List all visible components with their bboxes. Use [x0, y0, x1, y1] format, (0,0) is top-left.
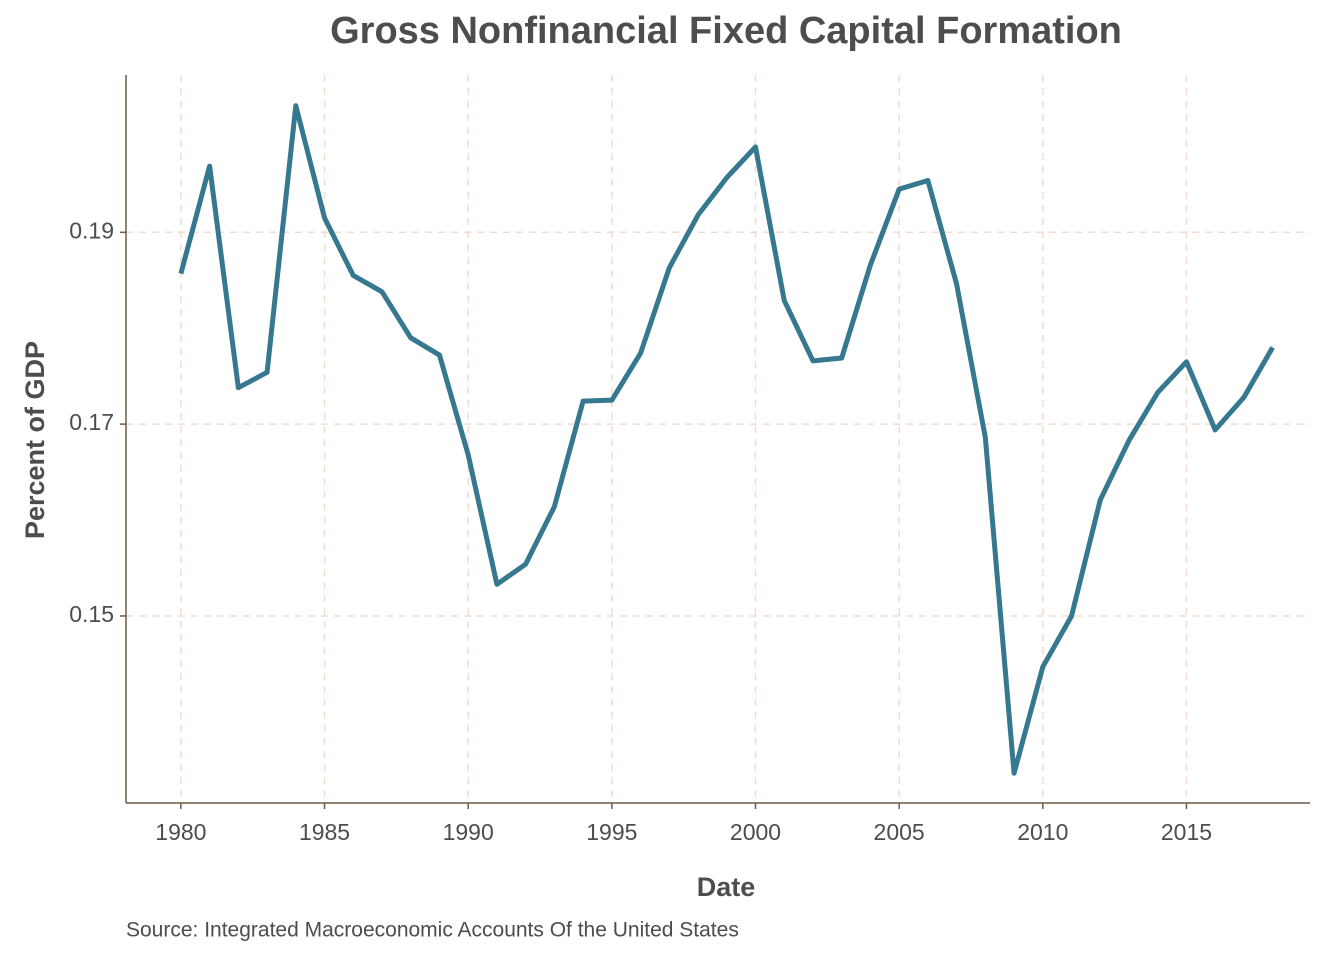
- x-axis-label: Date: [697, 872, 756, 902]
- x-tick-label: 2015: [1161, 819, 1212, 845]
- y-tick-label: 0.15: [69, 601, 114, 627]
- chart-title: Gross Nonfinancial Fixed Capital Formati…: [330, 10, 1122, 52]
- x-tick-label: 1990: [443, 819, 494, 845]
- source-note: Source: Integrated Macroeconomic Account…: [126, 919, 739, 942]
- x-tick-label: 2005: [874, 819, 925, 845]
- x-tick-label: 1980: [155, 819, 206, 845]
- x-tick-label: 1995: [586, 819, 637, 845]
- y-axis-label: Percent of GDP: [20, 341, 50, 539]
- x-tick-label: 1985: [299, 819, 350, 845]
- data-line: [178, 103, 1275, 776]
- x-tick-label: 2000: [730, 819, 781, 845]
- y-tick-label: 0.19: [69, 217, 114, 243]
- y-tick-label: 0.17: [69, 409, 114, 435]
- x-tick-label: 2010: [1017, 819, 1068, 845]
